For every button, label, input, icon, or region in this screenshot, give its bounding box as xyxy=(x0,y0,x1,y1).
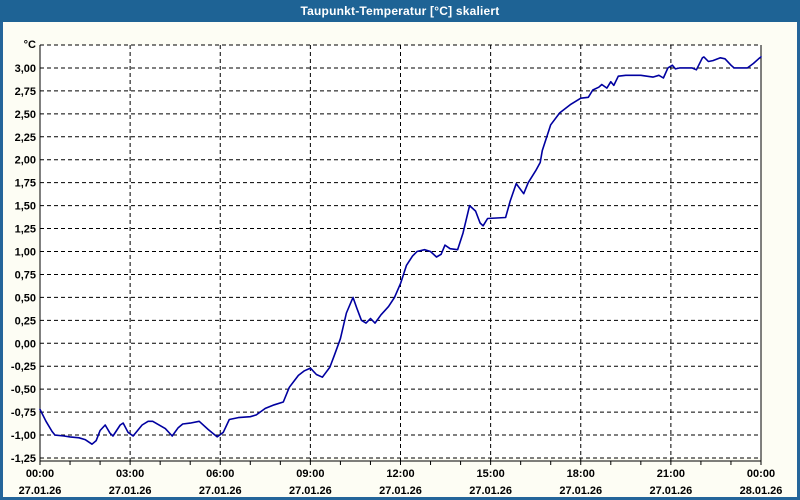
y-tick-label: 2,00 xyxy=(15,155,36,167)
y-tick-label: 0,00 xyxy=(15,338,36,350)
y-axis-unit-label: °C xyxy=(24,39,36,51)
y-tick-label: 2,75 xyxy=(15,86,36,98)
y-tick-label: -1,25 xyxy=(11,453,36,465)
y-tick-label: -1,00 xyxy=(11,430,36,442)
x-tick-time-label: 18:00 xyxy=(567,468,595,480)
chart-area: 3,00 2,75 2,50 2,25 2,00 1,75 1,50 1,25 1,00 0,75… xyxy=(3,22,797,497)
series-line xyxy=(39,56,762,446)
x-tick-time-label: 03:00 xyxy=(116,468,144,480)
x-tick-date-label: 27.01.26 xyxy=(469,485,512,497)
x-tick-time-label: 09:00 xyxy=(296,468,324,480)
x-tick-time-label: 00:00 xyxy=(26,468,54,480)
x-tick-date-label: 27.01.26 xyxy=(559,485,602,497)
x-tick-time-label: 15:00 xyxy=(477,468,505,480)
y-tick-label: 2,25 xyxy=(15,132,36,144)
title-bar: Taupunkt-Temperatur [°C] skaliert xyxy=(0,0,800,22)
y-tick-label: 0,25 xyxy=(15,315,36,327)
x-tick-date-label: 28.01.26 xyxy=(740,485,783,497)
y-tick-label: 1,50 xyxy=(15,201,36,213)
x-tick-date-label: 27.01.26 xyxy=(379,485,422,497)
x-tick-date-label: 27.01.26 xyxy=(289,485,332,497)
y-tick-label: 1,25 xyxy=(15,224,36,236)
x-tick-time-label: 21:00 xyxy=(657,468,685,480)
x-tick-time-label: 00:00 xyxy=(747,468,775,480)
x-tick-time-label: 06:00 xyxy=(206,468,234,480)
y-tick-label: 1,00 xyxy=(15,247,36,259)
window-title: Taupunkt-Temperatur [°C] skaliert xyxy=(300,4,500,18)
y-tick-label: 2,50 xyxy=(15,109,36,121)
y-tick-label: 3,00 xyxy=(15,63,36,75)
y-tick-label: 0,50 xyxy=(15,292,36,304)
x-tick-date-label: 27.01.26 xyxy=(109,485,152,497)
x-tick-date-label: 27.01.26 xyxy=(19,485,62,497)
y-tick-label: 1,75 xyxy=(15,178,36,190)
x-tick-date-label: 27.01.26 xyxy=(649,485,692,497)
y-tick-label: -0,25 xyxy=(11,361,36,373)
x-tick-date-label: 27.01.26 xyxy=(199,485,242,497)
y-tick-label: -0,75 xyxy=(11,407,36,419)
y-tick-label: 0,75 xyxy=(15,269,36,281)
x-tick-time-label: 12:00 xyxy=(386,468,414,480)
chart-canvas: 3,00 2,75 2,50 2,25 2,00 1,75 1,50 1,25 1,00 0,75… xyxy=(11,39,783,497)
y-tick-label: -0,50 xyxy=(11,384,36,396)
